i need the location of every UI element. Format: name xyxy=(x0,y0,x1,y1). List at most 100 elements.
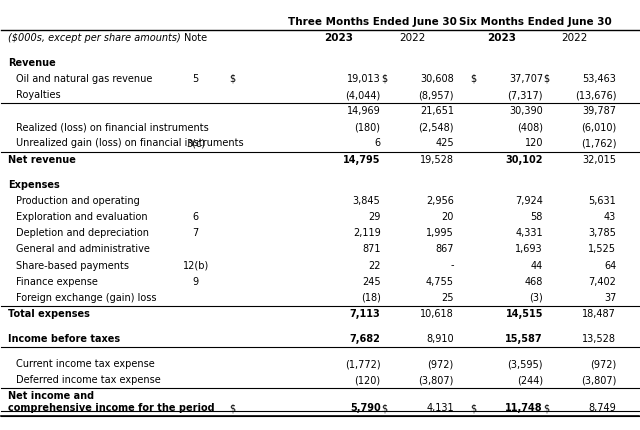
Text: 5: 5 xyxy=(193,74,199,84)
Text: 120: 120 xyxy=(525,138,543,148)
Text: Oil and natural gas revenue: Oil and natural gas revenue xyxy=(16,74,152,84)
Text: 245: 245 xyxy=(362,276,381,287)
Text: (18): (18) xyxy=(361,293,381,303)
Text: 43: 43 xyxy=(604,212,616,222)
Text: (8,957): (8,957) xyxy=(419,90,454,100)
Text: 30,102: 30,102 xyxy=(506,155,543,165)
Text: 37: 37 xyxy=(604,293,616,303)
Text: Foreign exchange (gain) loss: Foreign exchange (gain) loss xyxy=(16,293,157,303)
Text: 7,682: 7,682 xyxy=(349,334,381,344)
Text: 20: 20 xyxy=(442,212,454,222)
Text: 58: 58 xyxy=(531,212,543,222)
Text: 30,608: 30,608 xyxy=(420,74,454,84)
Text: (6,010): (6,010) xyxy=(581,122,616,132)
Text: 9: 9 xyxy=(193,276,199,287)
Text: General and administrative: General and administrative xyxy=(16,244,150,254)
Text: (120): (120) xyxy=(355,375,381,385)
Text: 7: 7 xyxy=(193,228,199,238)
Text: ($000s, except per share amounts): ($000s, except per share amounts) xyxy=(8,34,180,43)
Text: Finance expense: Finance expense xyxy=(16,276,98,287)
Text: Net income and: Net income and xyxy=(8,391,94,401)
Text: (244): (244) xyxy=(517,375,543,385)
Text: 19,013: 19,013 xyxy=(347,74,381,84)
Text: 7,113: 7,113 xyxy=(350,309,381,319)
Text: 29: 29 xyxy=(368,212,381,222)
Text: Exploration and evaluation: Exploration and evaluation xyxy=(16,212,148,222)
Text: Income before taxes: Income before taxes xyxy=(8,334,120,344)
Text: 44: 44 xyxy=(531,261,543,270)
Text: 39,787: 39,787 xyxy=(582,106,616,116)
Text: 7,924: 7,924 xyxy=(515,196,543,206)
Text: (1,762): (1,762) xyxy=(581,138,616,148)
Text: 1,525: 1,525 xyxy=(588,244,616,254)
Text: (13,676): (13,676) xyxy=(575,90,616,100)
Text: $: $ xyxy=(381,403,387,413)
Text: Three Months Ended June 30: Three Months Ended June 30 xyxy=(288,17,457,27)
Text: 14,515: 14,515 xyxy=(506,309,543,319)
Text: Depletion and depreciation: Depletion and depreciation xyxy=(16,228,149,238)
Text: 468: 468 xyxy=(525,276,543,287)
Text: 2022: 2022 xyxy=(399,34,426,43)
Text: 13,528: 13,528 xyxy=(582,334,616,344)
Text: 8,749: 8,749 xyxy=(589,403,616,413)
Text: $: $ xyxy=(543,74,549,84)
Text: $: $ xyxy=(230,403,236,413)
Text: 37,707: 37,707 xyxy=(509,74,543,84)
Text: 18,487: 18,487 xyxy=(582,309,616,319)
Text: (3): (3) xyxy=(529,293,543,303)
Text: $: $ xyxy=(543,403,549,413)
Text: (2,548): (2,548) xyxy=(419,122,454,132)
Text: 53,463: 53,463 xyxy=(582,74,616,84)
Text: comprehensive income for the period: comprehensive income for the period xyxy=(8,403,214,413)
Text: 6: 6 xyxy=(193,212,199,222)
Text: (408): (408) xyxy=(517,122,543,132)
Text: Share-based payments: Share-based payments xyxy=(16,261,129,270)
Text: 25: 25 xyxy=(442,293,454,303)
Text: 21,651: 21,651 xyxy=(420,106,454,116)
Text: 5,790: 5,790 xyxy=(350,403,381,413)
Text: (3,595): (3,595) xyxy=(508,359,543,369)
Text: 2,956: 2,956 xyxy=(426,196,454,206)
Text: Royalties: Royalties xyxy=(16,90,61,100)
Text: 14,795: 14,795 xyxy=(343,155,381,165)
Text: 2023: 2023 xyxy=(324,34,354,43)
Text: (1,772): (1,772) xyxy=(345,359,381,369)
Text: (4,044): (4,044) xyxy=(346,90,381,100)
Text: $: $ xyxy=(470,403,476,413)
Text: 8,910: 8,910 xyxy=(426,334,454,344)
Text: 3,785: 3,785 xyxy=(588,228,616,238)
Text: 15,587: 15,587 xyxy=(506,334,543,344)
Text: (3,807): (3,807) xyxy=(581,375,616,385)
Text: 425: 425 xyxy=(435,138,454,148)
Text: 10,618: 10,618 xyxy=(420,309,454,319)
Text: Current income tax expense: Current income tax expense xyxy=(16,359,155,369)
Text: Revenue: Revenue xyxy=(8,58,56,68)
Text: 11,748: 11,748 xyxy=(506,403,543,413)
Text: 19,528: 19,528 xyxy=(420,155,454,165)
Text: $: $ xyxy=(230,74,236,84)
Text: (3,807): (3,807) xyxy=(419,375,454,385)
Text: 3,845: 3,845 xyxy=(353,196,381,206)
Text: -: - xyxy=(451,261,454,270)
Text: 22: 22 xyxy=(368,261,381,270)
Text: 871: 871 xyxy=(362,244,381,254)
Text: 5,631: 5,631 xyxy=(589,196,616,206)
Text: 64: 64 xyxy=(604,261,616,270)
Text: 2023: 2023 xyxy=(487,34,516,43)
Text: (972): (972) xyxy=(590,359,616,369)
Text: 4,131: 4,131 xyxy=(426,403,454,413)
Text: 3(c): 3(c) xyxy=(186,138,205,148)
Text: 14,969: 14,969 xyxy=(347,106,381,116)
Text: Six Months Ended June 30: Six Months Ended June 30 xyxy=(459,17,611,27)
Text: (7,317): (7,317) xyxy=(508,90,543,100)
Text: Production and operating: Production and operating xyxy=(16,196,140,206)
Text: 4,755: 4,755 xyxy=(426,276,454,287)
Text: Expenses: Expenses xyxy=(8,180,60,190)
Text: 32,015: 32,015 xyxy=(582,155,616,165)
Text: 1,995: 1,995 xyxy=(426,228,454,238)
Text: 2,119: 2,119 xyxy=(353,228,381,238)
Text: 4,331: 4,331 xyxy=(515,228,543,238)
Text: 12(b): 12(b) xyxy=(182,261,209,270)
Text: 867: 867 xyxy=(435,244,454,254)
Text: Realized (loss) on financial instruments: Realized (loss) on financial instruments xyxy=(16,122,209,132)
